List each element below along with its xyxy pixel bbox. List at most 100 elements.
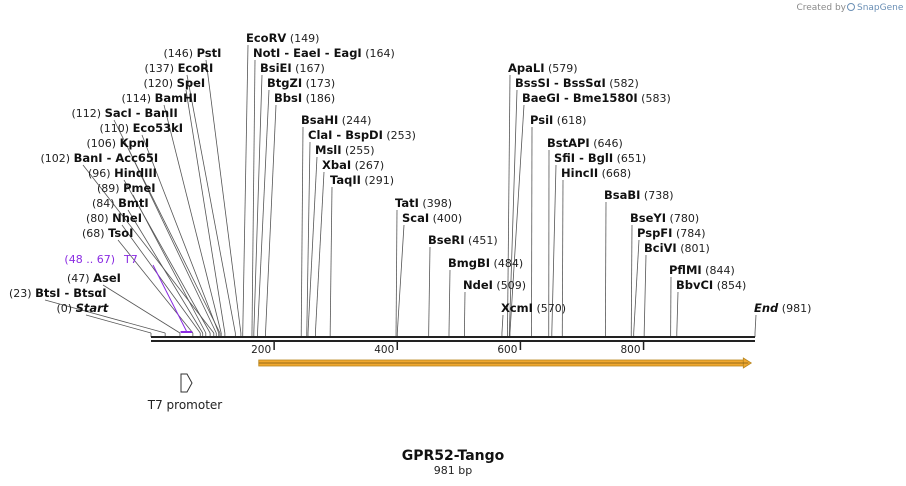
site-enzyme-name[interactable]: BanII bbox=[145, 106, 178, 120]
orf-arrow[interactable] bbox=[258, 357, 753, 369]
site-enzyme-name[interactable]: TaqII bbox=[330, 173, 361, 187]
site-btsi[interactable]: (23) BtsI - BtsαI bbox=[9, 286, 107, 300]
site-enzyme-name[interactable]: BtgZI bbox=[267, 76, 302, 90]
site-label[interactable]: TatI (398) bbox=[395, 196, 452, 210]
site-enzyme-name[interactable]: TatI bbox=[395, 196, 419, 210]
site-baegi[interactable]: BaeGI - Bme1580I (583) bbox=[522, 91, 671, 105]
site-tsoi[interactable]: (68) TsoI bbox=[82, 226, 133, 240]
site-enzyme-name[interactable]: BmtI bbox=[118, 196, 149, 210]
site-label[interactable]: (102) BanI - Acc65I bbox=[41, 151, 159, 165]
site-tati[interactable]: TatI (398) bbox=[395, 196, 452, 210]
site-enzyme-name[interactable]: EagI bbox=[334, 46, 362, 60]
site-label[interactable]: (96) HindIII bbox=[88, 166, 157, 180]
site-label[interactable]: (137) EcoRI bbox=[145, 61, 214, 75]
site-bseyi[interactable]: BseYI (780) bbox=[630, 211, 699, 225]
site-start[interactable]: (0) Start bbox=[57, 301, 109, 315]
site-enzyme-name[interactable]: BssSαI bbox=[563, 76, 606, 90]
site-sfii[interactable]: SfiI - BglI (651) bbox=[554, 151, 646, 165]
site-bsssi[interactable]: BssSI - BssSαI (582) bbox=[515, 76, 639, 90]
site-ndei[interactable]: NdeI (509) bbox=[463, 278, 526, 292]
site-label[interactable]: (89) PmeI bbox=[97, 181, 156, 195]
site-psti[interactable]: (146) PstI bbox=[164, 46, 222, 60]
site-xbai[interactable]: XbaI (267) bbox=[322, 158, 384, 172]
site-enzyme-name[interactable]: Start bbox=[76, 301, 109, 315]
site-label[interactable]: BaeGI - Bme1580I (583) bbox=[522, 91, 671, 105]
site-label[interactable]: ClaI - BspDI (253) bbox=[308, 128, 416, 142]
site-label[interactable]: (114) BamHI bbox=[122, 91, 198, 105]
site-label[interactable]: (0) Start bbox=[57, 301, 109, 315]
site-enzyme-name[interactable]: BtsαI bbox=[73, 286, 106, 300]
site-enzyme-name[interactable]: HincII bbox=[561, 166, 598, 180]
site-label[interactable]: BciVI (801) bbox=[644, 241, 710, 255]
site-enzyme-name[interactable]: BglI bbox=[588, 151, 613, 165]
site-enzyme-name[interactable]: SfiI bbox=[554, 151, 575, 165]
site-enzyme-name[interactable]: Acc65I bbox=[115, 151, 158, 165]
site-enzyme-name[interactable]: PsiI bbox=[530, 113, 553, 127]
site-enzyme-name[interactable]: TsoI bbox=[108, 226, 133, 240]
site-label[interactable]: BstAPI (646) bbox=[547, 136, 623, 150]
site-enzyme-name[interactable]: ClaI bbox=[308, 128, 332, 142]
site-bstapi[interactable]: BstAPI (646) bbox=[547, 136, 623, 150]
site-kpni[interactable]: (106) KpnI bbox=[87, 136, 150, 150]
site-enzyme-name[interactable]: SpeI bbox=[177, 76, 206, 90]
site-label[interactable]: PflMI (844) bbox=[669, 263, 735, 277]
site-label[interactable]: NotI - EaeI - EagI (164) bbox=[253, 46, 395, 60]
site-pmei[interactable]: (89) PmeI bbox=[97, 181, 156, 195]
site-apali[interactable]: ApaLI (579) bbox=[508, 61, 578, 75]
site-label[interactable]: XcmI (570) bbox=[501, 301, 566, 315]
site-enzyme-name[interactable]: SacI bbox=[105, 106, 132, 120]
site-clai[interactable]: ClaI - BspDI (253) bbox=[308, 128, 416, 142]
site-label[interactable]: PsiI (618) bbox=[530, 113, 586, 127]
site-enzyme-name[interactable]: NdeI bbox=[463, 278, 493, 292]
site-pflmi[interactable]: PflMI (844) bbox=[669, 263, 735, 277]
site-taqii[interactable]: TaqII (291) bbox=[330, 173, 394, 187]
site-enzyme-name[interactable]: KpnI bbox=[120, 136, 150, 150]
site-label[interactable]: PspFI (784) bbox=[637, 226, 706, 240]
site-label[interactable]: BsiEI (167) bbox=[260, 61, 325, 75]
site-label[interactable]: EcoRV (149) bbox=[246, 31, 319, 45]
site-enzyme-name[interactable]: MslI bbox=[315, 143, 342, 157]
site-label[interactable]: (112) SacI - BanII bbox=[72, 106, 178, 120]
site-enzyme-name[interactable]: EcoRV bbox=[246, 31, 286, 45]
site-label[interactable]: (146) PstI bbox=[164, 46, 222, 60]
site-label[interactable]: BtgZI (173) bbox=[267, 76, 335, 90]
site-enzyme-name[interactable]: AseI bbox=[93, 271, 121, 285]
site-enzyme-name[interactable]: ScaI bbox=[402, 211, 429, 225]
site-label[interactable]: (84) BmtI bbox=[92, 196, 149, 210]
site-label[interactable]: (68) TsoI bbox=[82, 226, 133, 240]
site-label[interactable]: (106) KpnI bbox=[87, 136, 150, 150]
site-enzyme-name[interactable]: BssSI bbox=[515, 76, 550, 90]
site-label[interactable]: BbvCI (854) bbox=[676, 278, 746, 292]
site-enzyme-name[interactable]: BaeGI bbox=[522, 91, 560, 105]
site-bani[interactable]: (102) BanI - Acc65I bbox=[41, 151, 159, 165]
site-bmgbi[interactable]: BmgBI (484) bbox=[448, 256, 523, 270]
site-hindiii[interactable]: (96) HindIII bbox=[88, 166, 157, 180]
site-label[interactable]: NdeI (509) bbox=[463, 278, 526, 292]
site-enzyme-name[interactable]: Eco53kI bbox=[133, 121, 184, 135]
site-enzyme-name[interactable]: NotI bbox=[253, 46, 280, 60]
site-enzyme-name[interactable]: PmeI bbox=[123, 181, 156, 195]
site-psii[interactable]: PsiI (618) bbox=[530, 113, 586, 127]
site-end[interactable]: End (981) bbox=[754, 301, 811, 315]
site-bseri[interactable]: BseRI (451) bbox=[428, 233, 498, 247]
site-bbsi[interactable]: BbsI (186) bbox=[274, 91, 335, 105]
site-bsabi[interactable]: BsaBI (738) bbox=[604, 188, 674, 202]
site-enzyme-name[interactable]: XbaI bbox=[322, 158, 351, 172]
site-enzyme-name[interactable]: BseYI bbox=[630, 211, 666, 225]
site-spei[interactable]: (120) SpeI bbox=[144, 76, 206, 90]
site-bcivi[interactable]: BciVI (801) bbox=[644, 241, 710, 255]
site-enzyme-name[interactable]: XcmI bbox=[501, 301, 533, 315]
site-label[interactable]: ScaI (400) bbox=[402, 211, 462, 225]
site-enzyme-name[interactable]: EaeI bbox=[293, 46, 321, 60]
site-enzyme-name[interactable]: BciVI bbox=[644, 241, 677, 255]
site-enzyme-name[interactable]: PspFI bbox=[637, 226, 672, 240]
site-nhei[interactable]: (80) NheI bbox=[86, 211, 142, 225]
site-eco53ki[interactable]: (110) Eco53kI bbox=[100, 121, 184, 135]
site-enzyme-name[interactable]: BamHI bbox=[155, 91, 197, 105]
site-bmti[interactable]: (84) BmtI bbox=[92, 196, 149, 210]
site-enzyme-name[interactable]: BsaBI bbox=[604, 188, 640, 202]
site-enzyme-name[interactable]: BsiEI bbox=[260, 61, 292, 75]
site-ecorv[interactable]: EcoRV (149) bbox=[246, 31, 319, 45]
site-enzyme-name[interactable]: BtsI bbox=[35, 286, 60, 300]
site-xcmi[interactable]: XcmI (570) bbox=[501, 301, 566, 315]
